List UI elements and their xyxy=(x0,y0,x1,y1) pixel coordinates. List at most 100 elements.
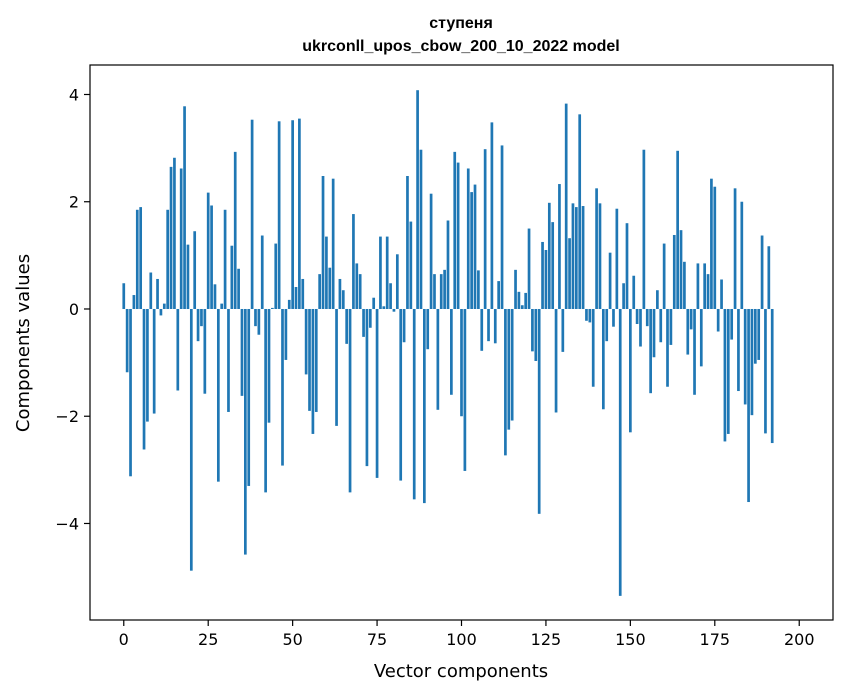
bar-component-109 xyxy=(490,122,494,309)
bar-component-76 xyxy=(379,236,382,309)
bar-component-179 xyxy=(726,308,730,434)
bar-component-26 xyxy=(210,205,213,309)
bar-component-181 xyxy=(733,188,737,309)
bar-component-20 xyxy=(189,308,193,571)
bar-component-68 xyxy=(352,214,355,309)
bar-component-23 xyxy=(200,308,203,327)
chart-subtitle: ukrconll_upos_cbow_200_10_2022 model xyxy=(302,38,619,55)
bar-component-4 xyxy=(135,209,139,309)
bar-component-86 xyxy=(412,308,416,500)
bar-component-52 xyxy=(298,118,301,309)
bar-component-69 xyxy=(355,263,359,309)
x-tick-label: 75 xyxy=(367,630,387,649)
bar-component-110 xyxy=(493,308,497,344)
bar-component-40 xyxy=(257,308,261,335)
bar-component-78 xyxy=(385,236,389,309)
bar-component-47 xyxy=(281,308,284,466)
bar-component-87 xyxy=(416,90,419,309)
bar-component-190 xyxy=(764,308,767,434)
bar-component-42 xyxy=(264,308,267,493)
bar-component-27 xyxy=(213,284,217,309)
bar-component-168 xyxy=(689,308,693,330)
bar-component-29 xyxy=(220,303,224,309)
bars-group xyxy=(122,90,774,596)
bar-component-120 xyxy=(527,228,531,309)
bar-component-44 xyxy=(271,307,274,309)
y-tick-label: 2 xyxy=(69,193,79,212)
bar-component-129 xyxy=(558,184,561,309)
bar-component-106 xyxy=(480,308,484,351)
bar-component-126 xyxy=(547,202,551,309)
x-tick-label: 100 xyxy=(446,630,477,649)
bar-component-162 xyxy=(669,308,673,345)
x-tick-label: 25 xyxy=(198,630,218,649)
bar-component-170 xyxy=(696,263,700,309)
bar-component-167 xyxy=(686,308,690,355)
bar-component-159 xyxy=(659,308,663,343)
bar-component-175 xyxy=(713,186,717,309)
bar-component-18 xyxy=(183,106,186,309)
bar-component-55 xyxy=(308,308,311,411)
x-axis-ticks: 0 25 50 75 100 125 150 175 200 xyxy=(119,620,815,649)
bar-component-130 xyxy=(561,308,565,352)
bar-component-116 xyxy=(514,269,517,309)
bar-component-117 xyxy=(517,291,521,309)
bar-component-133 xyxy=(571,203,575,309)
bar-component-187 xyxy=(753,308,757,364)
bar-component-100 xyxy=(460,308,463,417)
bar-component-39 xyxy=(254,308,257,327)
bar-component-178 xyxy=(723,308,727,442)
bar-component-174 xyxy=(710,178,713,309)
bar-component-189 xyxy=(760,235,764,309)
bar-component-90 xyxy=(426,308,430,350)
bar-component-108 xyxy=(487,308,490,342)
bar-component-176 xyxy=(716,308,720,332)
bar-component-32 xyxy=(230,245,234,309)
bar-component-57 xyxy=(314,308,318,412)
bar-component-38 xyxy=(250,119,254,309)
bar-component-94 xyxy=(439,274,443,309)
bar-component-134 xyxy=(574,207,578,309)
bar-component-81 xyxy=(395,254,399,309)
y-axis-label: Components values xyxy=(13,254,34,432)
y-axis-ticks: −4 −2 0 2 4 xyxy=(55,85,90,533)
x-tick-label: 0 xyxy=(119,630,129,649)
bar-component-173 xyxy=(706,274,710,309)
bar-component-105 xyxy=(477,270,480,309)
bar-component-16 xyxy=(176,308,180,391)
bar-component-62 xyxy=(331,178,335,309)
bar-component-22 xyxy=(196,308,200,342)
bar-component-5 xyxy=(139,207,143,309)
bar-component-101 xyxy=(463,308,467,471)
bar-component-152 xyxy=(635,308,639,324)
y-tick-label: −2 xyxy=(55,407,79,426)
bar-component-148 xyxy=(622,283,625,309)
bar-component-66 xyxy=(345,308,349,344)
x-tick-label: 125 xyxy=(531,630,562,649)
bar-component-177 xyxy=(720,279,723,309)
bar-component-88 xyxy=(419,149,423,309)
bar-component-169 xyxy=(693,308,696,395)
bar-component-71 xyxy=(362,308,365,337)
bar-component-72 xyxy=(365,308,369,467)
bar-component-153 xyxy=(639,308,642,347)
bar-component-46 xyxy=(277,121,281,309)
bar-component-140 xyxy=(595,188,598,309)
bar-component-145 xyxy=(612,308,615,327)
bar-component-45 xyxy=(274,243,278,309)
bar-component-56 xyxy=(311,308,315,434)
bar-component-95 xyxy=(443,269,446,309)
bar-component-147 xyxy=(618,308,622,596)
bar-component-60 xyxy=(325,236,328,309)
bar-component-75 xyxy=(375,308,379,478)
bar-component-163 xyxy=(672,234,676,309)
bar-component-98 xyxy=(453,151,457,309)
bar-component-188 xyxy=(757,308,761,360)
bar-component-186 xyxy=(750,308,754,416)
bar-component-156 xyxy=(649,308,652,394)
bar-component-10 xyxy=(156,278,159,309)
bar-component-49 xyxy=(287,299,291,309)
bar-component-141 xyxy=(598,203,602,309)
bar-component-13 xyxy=(166,209,170,309)
y-tick-label: 0 xyxy=(69,300,79,319)
